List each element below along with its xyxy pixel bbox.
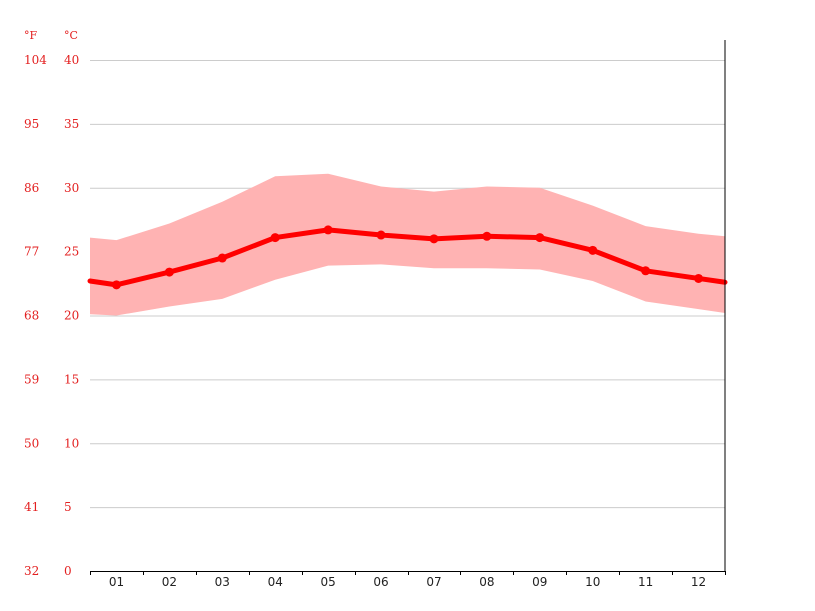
celsius-tick-label: 25	[64, 245, 79, 259]
fahrenheit-tick-label: 86	[24, 181, 39, 195]
month-label: 01	[109, 575, 124, 589]
data-point	[270, 233, 280, 243]
fahrenheit-tick-label: 50	[24, 436, 39, 450]
min-max-band	[90, 173, 725, 316]
celsius-tick-label: 35	[64, 117, 79, 131]
data-point	[588, 245, 598, 255]
data-point	[111, 280, 121, 290]
celsius-unit-label: °C	[64, 29, 78, 42]
month-label: 10	[585, 575, 600, 589]
data-point	[482, 231, 492, 241]
month-label: 04	[268, 575, 283, 589]
data-point	[323, 225, 333, 235]
celsius-tick-label: 5	[64, 500, 72, 514]
data-points	[111, 225, 704, 290]
month-label: 07	[426, 575, 441, 589]
celsius-tick-label: 0	[64, 564, 72, 578]
month-label: 12	[691, 575, 706, 589]
fahrenheit-tick-label: 59	[24, 372, 39, 386]
data-point	[376, 230, 386, 240]
data-point	[164, 267, 174, 277]
fahrenheit-tick-label: 104	[24, 53, 47, 67]
celsius-tick-label: 40	[64, 53, 79, 67]
fahrenheit-tick-label: 77	[24, 245, 39, 259]
celsius-tick-label: 30	[64, 181, 79, 195]
fahrenheit-tick-label: 95	[24, 117, 39, 131]
celsius-tick-label: 20	[64, 309, 79, 323]
data-point	[217, 253, 227, 263]
month-label: 11	[638, 575, 653, 589]
fahrenheit-tick-label: 68	[24, 309, 39, 323]
month-label: 05	[320, 575, 335, 589]
average-temperature-line	[87, 227, 728, 288]
x-axis-ticks: 01 02 03 04 05 06 07 08 09 10 11 12	[90, 571, 726, 589]
fahrenheit-tick-label: 32	[24, 564, 39, 578]
month-label: 02	[162, 575, 177, 589]
month-label: 08	[479, 575, 494, 589]
fahrenheit-unit-label: °F	[24, 29, 38, 42]
month-label: 09	[532, 575, 547, 589]
data-point	[429, 234, 439, 244]
data-point	[535, 233, 545, 243]
data-point	[694, 273, 704, 283]
month-label: 03	[215, 575, 230, 589]
y-axis-ticks: 32 0 41 5 50 10 59 15 68 20 77 25 86 30 95 35 104 40	[24, 53, 79, 578]
data-point	[641, 266, 651, 276]
celsius-tick-label: 10	[64, 436, 79, 450]
month-label: 06	[373, 575, 388, 589]
fahrenheit-tick-label: 41	[24, 500, 39, 514]
celsius-tick-label: 15	[64, 372, 79, 386]
